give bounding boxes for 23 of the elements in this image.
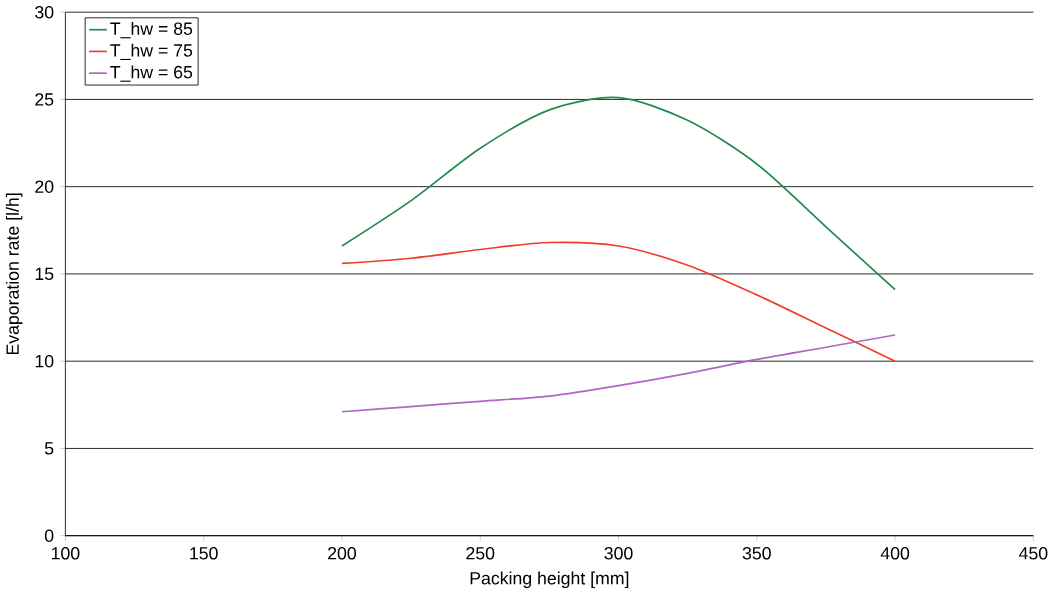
y-tick-label: 30 bbox=[35, 5, 54, 19]
x-tick-label: 400 bbox=[880, 547, 910, 560]
y-tick-label: 10 bbox=[35, 354, 54, 368]
y-tick-label: 0 bbox=[44, 529, 54, 542]
legend-label: T_hw = 65 bbox=[110, 65, 193, 82]
legend-label: T_hw = 85 bbox=[110, 22, 193, 39]
x-axis-title: Packing height [mm] bbox=[470, 571, 629, 589]
y-tick-label: 15 bbox=[35, 267, 54, 281]
legend-label: T_hw = 75 bbox=[110, 43, 193, 61]
x-tick-label: 100 bbox=[51, 547, 80, 560]
x-tick-label: 200 bbox=[328, 547, 357, 560]
line-series bbox=[341, 96, 896, 291]
y-axis-title: Evaporation rate [l/h] bbox=[5, 193, 23, 355]
x-tick-label: 450 bbox=[1019, 547, 1048, 560]
x-tick-label: 250 bbox=[466, 547, 495, 560]
line-series bbox=[341, 334, 896, 413]
y-tick-label: 25 bbox=[35, 93, 54, 106]
line-series bbox=[341, 241, 896, 363]
y-tick-label: 20 bbox=[35, 180, 54, 193]
x-tick-label: 350 bbox=[742, 547, 771, 560]
x-tick-label: 300 bbox=[604, 547, 633, 560]
x-tick-label: 150 bbox=[190, 547, 218, 560]
y-tick-label: 5 bbox=[44, 442, 54, 455]
